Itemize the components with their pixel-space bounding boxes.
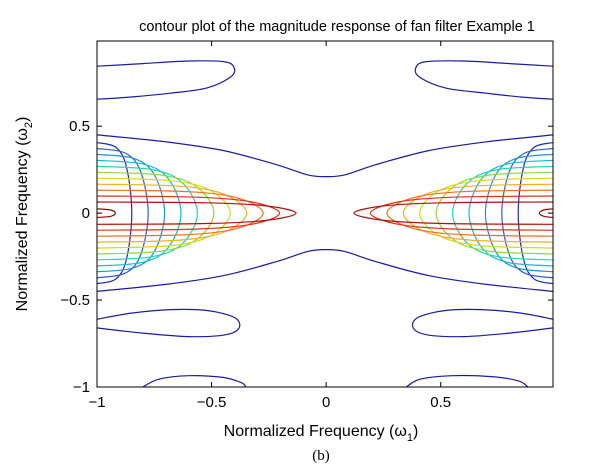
contour-side-lobe-lr xyxy=(411,308,554,338)
contour-left-peak xyxy=(96,208,116,219)
contour-lines xyxy=(96,60,554,388)
contour-left-level xyxy=(96,165,199,261)
figure-caption: (b) xyxy=(312,448,330,464)
contour-left-level xyxy=(96,183,248,243)
contour-right-level xyxy=(402,183,554,243)
contour-left-level xyxy=(96,142,133,285)
contour-outer-top xyxy=(96,134,554,178)
contour-left-level xyxy=(96,201,297,225)
y-tick-label: −0.5 xyxy=(60,292,90,309)
contour-left-level xyxy=(96,189,264,237)
contour-bottom-lobe-left xyxy=(142,375,247,388)
contour-outer-bottom xyxy=(96,248,554,292)
contour-right-peak xyxy=(538,208,554,219)
contour-left-level xyxy=(96,153,166,273)
y-axis-label: Normalized Frequency (ω2) xyxy=(14,117,35,312)
contour-right-level xyxy=(386,189,554,237)
contour-right-level xyxy=(419,177,554,249)
x-tick-label: −1 xyxy=(88,394,105,411)
contour-right-level xyxy=(451,165,554,261)
contour-side-lobe-ur xyxy=(414,60,554,100)
contour-side-lobe-ul xyxy=(96,60,236,100)
contour-right-level xyxy=(369,195,554,231)
contour-left-level xyxy=(96,147,149,279)
contour-left-level xyxy=(96,195,281,231)
x-axis-label: Normalized Frequency (ω1) xyxy=(224,423,419,444)
axis-ticks: −1 −0.5 0 0.5 −1 −0.5 0 0.5 xyxy=(60,41,553,411)
x-tick-label: 0.5 xyxy=(430,394,451,411)
y-tick-label: −1 xyxy=(73,379,90,396)
y-tick-label: 0 xyxy=(82,205,90,222)
contour-right-level xyxy=(517,142,554,285)
contour-left-level xyxy=(96,159,182,267)
contour-side-lobe-ll xyxy=(96,308,241,338)
contour-left-level xyxy=(96,177,231,249)
plot-frame xyxy=(96,40,554,388)
x-tick-label: −0.5 xyxy=(197,394,227,411)
chart-title: contour plot of the magnitude response o… xyxy=(139,19,535,35)
contour-left-level xyxy=(96,171,215,255)
contour-right-level xyxy=(501,147,554,279)
contour-right-level xyxy=(468,159,554,267)
contour-right-level xyxy=(435,171,554,255)
contour-right-level xyxy=(353,201,554,225)
contour-bottom-lobe-right xyxy=(405,374,529,388)
y-tick-label: 0.5 xyxy=(69,118,90,135)
contour-right-level xyxy=(484,153,554,273)
x-tick-label: 0 xyxy=(322,394,330,411)
